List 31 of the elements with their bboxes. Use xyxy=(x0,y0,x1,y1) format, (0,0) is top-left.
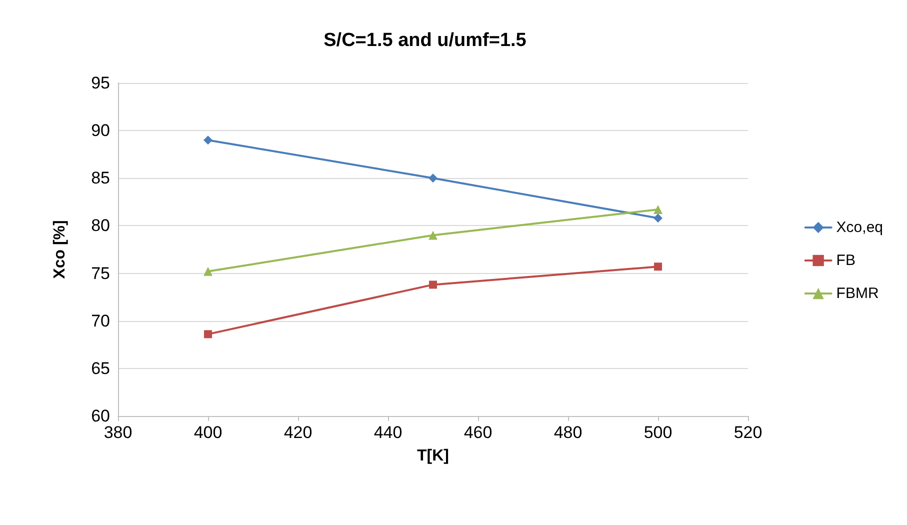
x-tick-label: 480 xyxy=(554,423,582,442)
y-tick-label: 70 xyxy=(91,311,110,330)
point xyxy=(204,330,212,338)
x-tick-label: 380 xyxy=(104,423,132,442)
y-tick-label: 75 xyxy=(91,264,110,283)
legend-label: FB xyxy=(836,252,856,269)
point xyxy=(654,262,662,271)
point xyxy=(204,266,212,276)
x-tick-label: 400 xyxy=(194,423,222,442)
point xyxy=(429,280,437,289)
legend-label: Xco,eq xyxy=(836,219,884,236)
x-tick-label: 420 xyxy=(284,423,312,442)
x-tick-label: 500 xyxy=(644,423,672,442)
y-axis-title: Xco [%] xyxy=(52,220,68,279)
point xyxy=(654,205,662,214)
y-tick-label: 80 xyxy=(91,216,110,236)
x-tick-label: 520 xyxy=(734,423,762,442)
point xyxy=(428,174,438,183)
chart-title: S/C=1.5 and u/umf=1.5 xyxy=(324,30,527,51)
legend-label: FBMR xyxy=(836,285,879,302)
y-tick-label: 95 xyxy=(91,74,110,92)
y-tick-label: 65 xyxy=(91,358,110,378)
x-axis-title: T[K] xyxy=(417,448,449,464)
point xyxy=(204,136,212,145)
point xyxy=(654,214,662,223)
x-tick-label: 440 xyxy=(374,423,402,442)
y-tick-label: 90 xyxy=(91,121,110,140)
y-tick-label: 85 xyxy=(91,168,110,188)
point xyxy=(428,230,438,240)
x-tick-label: 460 xyxy=(464,423,492,442)
y-tick-label: 60 xyxy=(91,406,110,426)
